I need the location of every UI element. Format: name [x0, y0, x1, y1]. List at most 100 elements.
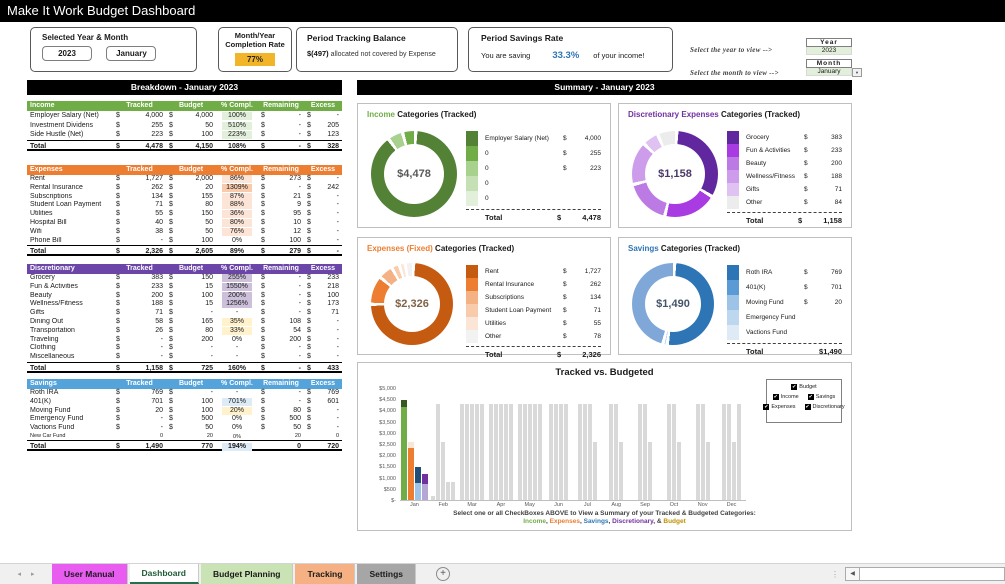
legend-label: Grocery: [746, 134, 770, 141]
column-header: Excess: [310, 166, 336, 173]
donut-legend: Roth IRA $769 401(K) $701 Moving Fund $20 Emer…: [727, 265, 842, 356]
tab-scroll-splitter-icon[interactable]: ⋮: [831, 569, 839, 579]
tab-tracking[interactable]: Tracking: [295, 564, 356, 584]
money-value: 1,158: [145, 364, 163, 372]
compl-value: 108%: [228, 143, 246, 151]
legend-total-row: Total $1,490: [727, 344, 842, 356]
bar-segment-upper: [400, 399, 407, 408]
money-value: -: [298, 291, 301, 299]
dollar-sign: $: [116, 236, 120, 244]
chart-legend-item-income[interactable]: ✔ Income: [772, 394, 799, 400]
money-value: -: [336, 344, 339, 352]
row-label: Rental Insurance: [30, 183, 83, 191]
dollar-sign: $: [169, 397, 173, 405]
checkbox-checked-icon[interactable]: ✔: [807, 394, 814, 400]
money-cell: $80: [258, 407, 304, 416]
money-cell: $ -: [304, 353, 342, 362]
legend-total-dollar: $: [557, 213, 562, 222]
money-value: 383: [151, 274, 163, 281]
scroll-left-arrow-icon[interactable]: ◀: [845, 567, 860, 581]
month-selector: Month January ▼: [806, 59, 862, 77]
x-tick-label: Jan: [409, 502, 419, 508]
money-value: 123: [327, 131, 339, 139]
dollar-sign: $: [169, 326, 173, 334]
compl-value: 194%: [222, 442, 252, 451]
card-title-category: Savings: [628, 244, 659, 253]
chart-legend-item-discretionary[interactable]: ✔ Discretionary: [804, 404, 845, 410]
checkbox-checked-icon[interactable]: ✔: [804, 404, 811, 410]
dollar-sign: $: [261, 192, 265, 200]
sheet-nav-arrows: ◂ ▸: [0, 564, 52, 584]
money-cell: $233: [304, 274, 342, 283]
money-value: 188: [151, 300, 163, 308]
horizontal-scrollbar[interactable]: ◀: [845, 567, 1005, 581]
money-value: 0: [335, 432, 339, 439]
compl-value: 76%: [222, 227, 252, 236]
checkbox-checked-icon[interactable]: ✔: [763, 404, 770, 410]
checkbox-checked-icon[interactable]: ✔: [791, 384, 798, 390]
year-selector-value[interactable]: 2023: [806, 47, 852, 55]
bar-budget: [559, 403, 564, 500]
legend-label: Fun & Activities: [746, 147, 791, 154]
row-label: Total: [30, 248, 47, 256]
legend-total-dollar: $: [798, 216, 803, 225]
x-tick-label: Mar: [467, 502, 477, 508]
money-value: -: [298, 121, 301, 129]
dollar-sign: $: [307, 397, 311, 405]
dollar-sign: $: [261, 309, 265, 317]
add-sheet-button[interactable]: +: [435, 567, 450, 581]
table-row: Employer Salary (Net) $4,000 $4,000 100% $ - $…: [27, 111, 342, 121]
compl-value: 701%: [222, 397, 252, 406]
compl-value: 200%: [222, 291, 252, 300]
tab-user-manual[interactable]: User Manual: [52, 564, 128, 584]
tab-settings[interactable]: Settings: [357, 564, 416, 584]
money-value: 255: [151, 121, 163, 129]
tab-budget-planning[interactable]: Budget Planning: [200, 564, 294, 584]
legend-dollar-sign: $: [804, 284, 808, 291]
legend-total-value: 4,478: [582, 213, 601, 222]
column-header: Excess: [310, 265, 336, 272]
dollar-sign: $: [261, 326, 265, 334]
income-summary-card: Income Categories (Tracked) $4,478 Employe…: [357, 103, 611, 228]
money-cell: $100: [166, 292, 216, 301]
legend-item: Gifts $71: [727, 183, 842, 196]
dollar-sign: $: [169, 218, 173, 226]
money-value: 770: [201, 442, 213, 450]
dollar-sign: $: [307, 201, 311, 209]
chart-legend-item-budget[interactable]: ✔ Budget: [791, 384, 817, 390]
compl-cell: -: [216, 353, 258, 362]
money-value: -: [336, 218, 339, 226]
column-header: % Compl.: [221, 166, 253, 173]
compl-value: -: [235, 353, 239, 361]
chart-legend-item-savings[interactable]: ✔ Savings: [807, 394, 835, 400]
table-row: Rental Insurance $262 $20 1309% $ - $242: [27, 183, 342, 193]
savings-table: Savings Tracked Budget % Compl. Remaining Exc…: [27, 379, 342, 451]
dollar-sign: $: [116, 309, 120, 317]
money-value: -: [298, 274, 301, 281]
chart-legend-item-expenses[interactable]: ✔ Expenses: [763, 404, 796, 410]
tab-dashboard[interactable]: Dashboard: [129, 564, 199, 584]
money-value: 701: [151, 397, 163, 405]
dollar-sign: $: [169, 415, 173, 423]
x-tick-label: May: [524, 502, 535, 508]
sheet-nav-left-icon[interactable]: ◂: [17, 571, 21, 578]
sheet-nav-right-icon[interactable]: ▸: [31, 571, 35, 578]
money-value: -: [160, 415, 163, 423]
column-header: Excess: [310, 380, 336, 387]
column-header: Budget: [178, 380, 204, 387]
money-cell: $4,000: [166, 111, 216, 121]
dollar-sign: $: [169, 121, 173, 129]
dollar-sign: $: [116, 112, 120, 119]
bar-budget: [465, 403, 470, 500]
x-tick-label: Nov: [697, 502, 708, 508]
table-row: Grocery $383 $150 255% $ - $233: [27, 274, 342, 283]
legend-value: 383: [831, 134, 842, 141]
checkbox-checked-icon[interactable]: ✔: [772, 394, 779, 400]
row-label: Total: [30, 143, 47, 151]
scrollbar-track[interactable]: [860, 567, 1005, 581]
chart-title: Tracked vs. Budgeted: [555, 367, 654, 378]
bar-budget: [695, 403, 700, 500]
month-dropdown-arrow-icon[interactable]: ▼: [852, 68, 862, 77]
month-selector-value[interactable]: January: [806, 68, 852, 76]
column-header: % Compl.: [221, 265, 253, 272]
